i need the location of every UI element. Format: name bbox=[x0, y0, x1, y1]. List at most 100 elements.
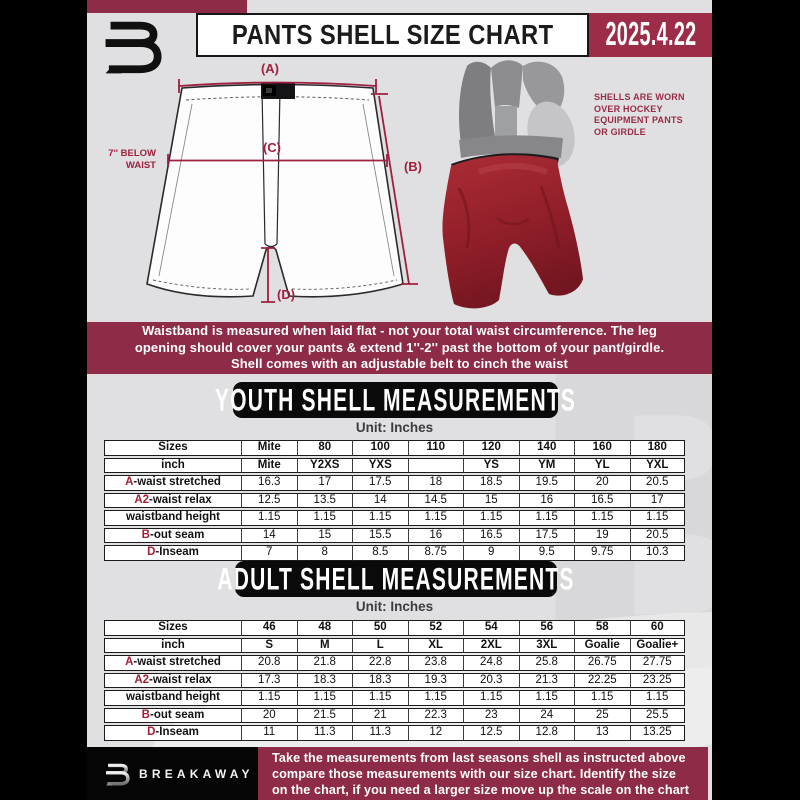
value-cell: 13 bbox=[574, 725, 630, 741]
text-line: Waistband is measured when laid flat - n… bbox=[142, 323, 657, 339]
value-cell: 110 bbox=[407, 440, 463, 456]
value-cell: Mite bbox=[241, 457, 297, 473]
value-cell: 15 bbox=[463, 492, 519, 508]
value-cell: 12.5 bbox=[241, 492, 297, 508]
value-cell: 20.8 bbox=[241, 655, 297, 671]
table-row: A2-waist relax 12.5 13.5 14 14.5 15 16 16.5 17 bbox=[104, 492, 685, 508]
value-cell: 27.75 bbox=[629, 655, 685, 671]
youth-section-heading: YOUTH SHELL MEASUREMENTS bbox=[215, 382, 575, 418]
value-cell: 3XL bbox=[518, 637, 574, 653]
value-cell: 25 bbox=[574, 707, 630, 723]
shell-body bbox=[442, 155, 583, 309]
value-cell: 17.3 bbox=[241, 672, 297, 688]
value-cell: 1.15 bbox=[407, 690, 463, 706]
adult-unit-label: Unit: Inches bbox=[355, 599, 434, 614]
value-cell: 13.25 bbox=[629, 725, 685, 741]
value-cell: YS bbox=[463, 457, 519, 473]
value-cell: Mite bbox=[241, 440, 297, 456]
page-title: PANTS SHELL SIZE CHART bbox=[231, 19, 554, 50]
youth-size-table: Sizes Mite 80 100 110 120 140 160 180 inch Mite Y2X… bbox=[104, 438, 685, 563]
breakaway-b-logo-icon bbox=[105, 21, 162, 74]
value-cell: 16 bbox=[407, 527, 463, 543]
value-cell: S bbox=[241, 637, 297, 653]
date-text: 2025.4.22 bbox=[604, 16, 697, 53]
value-cell: 24.8 bbox=[463, 655, 519, 671]
value-cell: 23 bbox=[463, 707, 519, 723]
text-line: opening should cover your pants & extend… bbox=[134, 339, 665, 355]
table-row: waistband height 1.15 1.15 1.15 1.15 1.15 1.15… bbox=[104, 510, 685, 526]
page-background: B PANTS SHELL SIZE CHART 2025.4.22 bbox=[87, 0, 712, 800]
row-label: A-waist stretched bbox=[104, 655, 241, 671]
row-label: waistband height bbox=[104, 690, 241, 706]
value-cell: 23.25 bbox=[629, 672, 685, 688]
value-cell: 25.8 bbox=[518, 655, 574, 671]
row-label: B-out seam bbox=[104, 707, 241, 723]
value-cell: 26.75 bbox=[574, 655, 630, 671]
value-cell: 18.5 bbox=[463, 475, 519, 491]
dim-label-c: (C) bbox=[263, 140, 281, 155]
value-cell: 1.15 bbox=[463, 690, 519, 706]
value-cell: 11 bbox=[241, 725, 297, 741]
text-line: SHELLS ARE WORN bbox=[594, 92, 685, 102]
value-cell: 1.15 bbox=[463, 510, 519, 526]
text-line: OVER HOCKEY bbox=[594, 103, 663, 114]
value-cell: 19.5 bbox=[518, 475, 574, 491]
value-cell: 16.5 bbox=[463, 527, 519, 543]
row-label: B-out seam bbox=[104, 527, 241, 543]
value-cell: 12 bbox=[407, 725, 463, 741]
value-cell: 100 bbox=[352, 440, 408, 456]
value-cell: 24 bbox=[518, 707, 574, 723]
value-cell: XL bbox=[407, 637, 463, 653]
value-cell: 17.5 bbox=[518, 527, 574, 543]
value-cell: YL bbox=[574, 457, 630, 473]
value-cell: 12.8 bbox=[518, 725, 574, 741]
girdle-back-pad bbox=[459, 61, 497, 148]
value-cell: 80 bbox=[296, 440, 352, 456]
value-cell: 20 bbox=[241, 707, 297, 723]
value-cell: 1.15 bbox=[241, 690, 297, 706]
dim-line-b bbox=[378, 95, 410, 285]
value-cell: 21.5 bbox=[296, 707, 352, 723]
value-cell: 1.15 bbox=[407, 510, 463, 526]
value-cell: 50 bbox=[352, 620, 408, 636]
value-cell: 14.5 bbox=[407, 492, 463, 508]
value-cell: 60 bbox=[629, 620, 685, 636]
value-cell: 21.3 bbox=[518, 672, 574, 688]
value-cell: 120 bbox=[463, 440, 519, 456]
value-cell: 19.3 bbox=[407, 672, 463, 688]
row-label: A2-waist relax bbox=[104, 492, 241, 508]
value-cell: 25.5 bbox=[629, 707, 685, 723]
dim-label-d: (D) bbox=[277, 287, 295, 302]
text-line: compare those measurements with our size… bbox=[272, 766, 677, 781]
value-cell: 140 bbox=[518, 440, 574, 456]
value-cell: 19 bbox=[574, 527, 630, 543]
value-cell: YXS bbox=[352, 457, 408, 473]
text-line: Shell comes with an adjustable belt to c… bbox=[231, 356, 568, 372]
value-cell: 1.15 bbox=[629, 510, 685, 526]
brand-name: BREAKAWAY bbox=[139, 766, 254, 781]
adult-size-table: Sizes 46 48 50 52 54 56 58 60 inch S M L XL 2XL 3XL Goal… bbox=[104, 618, 685, 743]
date-badge: 2025.4.22 bbox=[589, 13, 712, 57]
value-cell bbox=[407, 457, 463, 473]
text-line: OR GIRDLE bbox=[594, 126, 646, 137]
youth-heading-text: YOUTH SHELL MEASUREMENTS bbox=[214, 382, 577, 417]
row-label: A-waist stretched bbox=[104, 475, 241, 491]
row-label: inch bbox=[104, 457, 241, 473]
table-row: Sizes Mite 80 100 110 120 140 160 180 bbox=[104, 440, 685, 456]
value-cell: 13.5 bbox=[296, 492, 352, 508]
value-cell: 1.15 bbox=[518, 510, 574, 526]
value-cell: 18.3 bbox=[352, 672, 408, 688]
row-label: waistband height bbox=[104, 510, 241, 526]
value-cell: 17 bbox=[296, 475, 352, 491]
dim-label-a: (A) bbox=[261, 61, 279, 76]
value-cell: 8.5 bbox=[352, 545, 408, 561]
text-line: on the chart, if you need a larger size … bbox=[272, 782, 690, 797]
row-label: Sizes bbox=[104, 620, 241, 636]
value-cell: 17 bbox=[629, 492, 685, 508]
value-cell: 22.3 bbox=[407, 707, 463, 723]
below-waist-note-line2: WAIST bbox=[126, 160, 156, 171]
adult-section-heading: ADULT SHELL MEASUREMENTS bbox=[217, 561, 573, 597]
row-label: A2-waist relax bbox=[104, 672, 241, 688]
value-cell: 15.5 bbox=[352, 527, 408, 543]
